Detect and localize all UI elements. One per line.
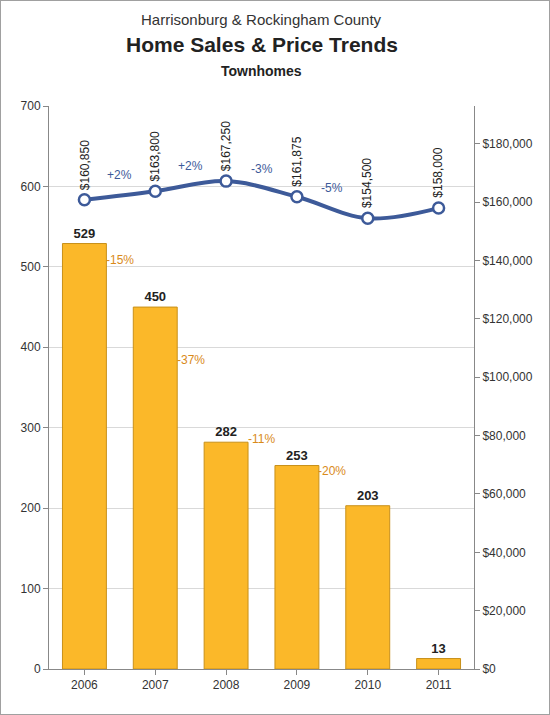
svg-text:253: 253 <box>286 448 308 463</box>
svg-text:600: 600 <box>21 180 41 194</box>
svg-text:500: 500 <box>21 260 41 274</box>
svg-text:-20%: -20% <box>318 464 346 478</box>
svg-text:300: 300 <box>21 421 41 435</box>
svg-text:-37%: -37% <box>177 353 205 367</box>
svg-text:$60,000: $60,000 <box>482 487 526 501</box>
svg-text:282: 282 <box>215 424 237 439</box>
svg-text:Home Sales & Price Trends: Home Sales & Price Trends <box>126 33 398 56</box>
svg-text:$158,000: $158,000 <box>431 147 445 197</box>
svg-text:0: 0 <box>34 662 41 676</box>
svg-text:100: 100 <box>21 582 41 596</box>
svg-text:Harrisonburg & Rockingham Coun: Harrisonburg & Rockingham County <box>141 11 382 28</box>
svg-text:-5%: -5% <box>321 181 343 195</box>
svg-text:$20,000: $20,000 <box>482 604 526 618</box>
svg-text:$167,250: $167,250 <box>219 121 233 171</box>
svg-text:$154,500: $154,500 <box>360 158 374 208</box>
svg-text:$120,000: $120,000 <box>482 312 532 326</box>
svg-text:$40,000: $40,000 <box>482 546 526 560</box>
svg-text:Townhomes: Townhomes <box>221 63 302 79</box>
svg-text:13: 13 <box>431 641 445 656</box>
svg-text:203: 203 <box>357 488 379 503</box>
svg-text:2008: 2008 <box>213 678 240 692</box>
svg-text:700: 700 <box>21 99 41 113</box>
svg-text:2006: 2006 <box>71 678 98 692</box>
svg-text:+2%: +2% <box>178 159 203 173</box>
svg-text:400: 400 <box>21 340 41 354</box>
svg-text:$80,000: $80,000 <box>482 429 526 443</box>
svg-text:$180,000: $180,000 <box>482 137 532 151</box>
svg-text:450: 450 <box>144 289 166 304</box>
svg-text:2007: 2007 <box>142 678 169 692</box>
svg-text:-3%: -3% <box>251 162 273 176</box>
svg-text:-15%: -15% <box>106 253 134 267</box>
svg-text:$0: $0 <box>482 662 496 676</box>
svg-text:$160,850: $160,850 <box>78 140 92 190</box>
svg-text:$163,800: $163,800 <box>148 131 162 181</box>
svg-text:$140,000: $140,000 <box>482 254 532 268</box>
svg-text:200: 200 <box>21 501 41 515</box>
svg-text:529: 529 <box>74 226 96 241</box>
svg-text:+2%: +2% <box>107 168 132 182</box>
svg-text:$160,000: $160,000 <box>482 195 532 209</box>
svg-text:2009: 2009 <box>284 678 311 692</box>
svg-text:-11%: -11% <box>248 432 275 446</box>
svg-text:2010: 2010 <box>354 678 381 692</box>
svg-text:2011: 2011 <box>426 678 452 692</box>
svg-text:$161,875: $161,875 <box>290 136 304 186</box>
svg-text:$100,000: $100,000 <box>482 370 532 384</box>
